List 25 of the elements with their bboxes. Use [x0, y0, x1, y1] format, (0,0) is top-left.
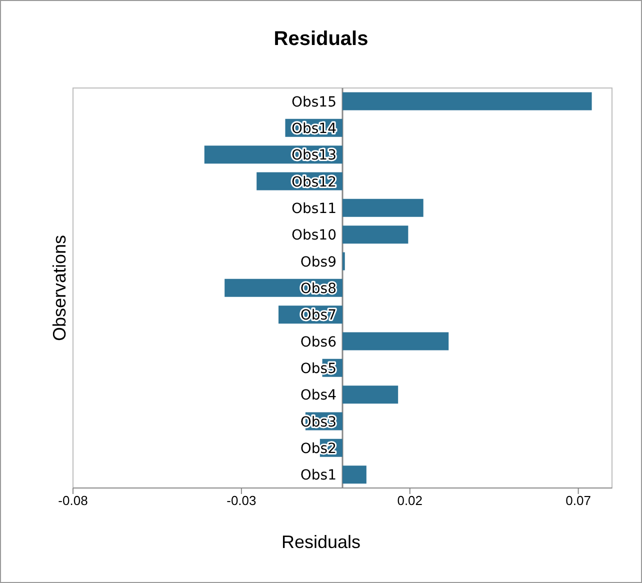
x-tick-label: 0.07 — [566, 493, 591, 508]
y-tick-label: Obs4 — [300, 388, 337, 404]
y-tick-label: Obs11 — [291, 201, 336, 217]
x-tick-label: -0.08 — [58, 493, 88, 508]
bar — [342, 226, 408, 244]
y-tick-label: Obs6 — [300, 334, 337, 350]
y-axis-title: Observations — [50, 234, 70, 342]
x-tick-label: -0.03 — [226, 493, 256, 508]
y-tick-label: Obs8 — [300, 281, 336, 297]
y-tick-label: Obs14 — [291, 121, 337, 137]
bar — [342, 466, 366, 484]
y-tick-label: Obs9 — [300, 254, 336, 270]
y-tick-label: Obs7 — [300, 308, 336, 324]
bar — [342, 198, 424, 217]
chart-title: Residuals — [272, 28, 370, 51]
x-axis-title: Residuals — [280, 532, 362, 553]
y-tick-label: Obs10 — [291, 228, 336, 244]
y-tick-label: Obs12 — [291, 174, 336, 190]
bar — [342, 386, 398, 404]
x-tick-label: 0.02 — [397, 493, 423, 508]
bar — [342, 92, 592, 110]
bar — [342, 332, 449, 350]
y-tick-label: Obs1 — [300, 468, 336, 484]
y-tick-label: Obs15 — [291, 94, 336, 110]
y-tick-label: Obs13 — [291, 148, 336, 164]
